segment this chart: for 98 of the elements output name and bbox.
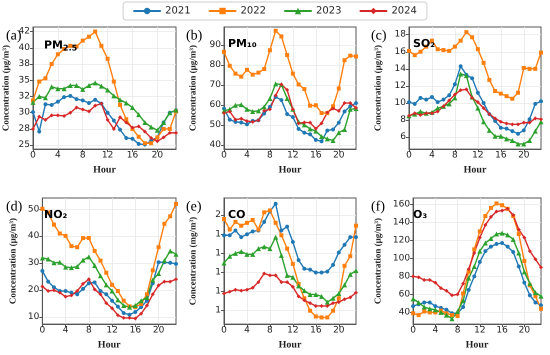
x-tick-label: 0 [221, 326, 228, 336]
y-tick-label: 30 [18, 108, 30, 118]
y-tick-label: 16 [394, 46, 406, 57]
y-axis-title: Concentration (μg/m³) [8, 218, 18, 304]
x-tick-label: 0 [39, 326, 46, 336]
chart-title: (b) [186, 28, 203, 44]
x-tick-label: 16 [495, 150, 507, 161]
x-tick-label: 20 [152, 150, 164, 161]
y-tick-label: 20 [28, 284, 40, 295]
x-axis-title: Hour [466, 340, 489, 350]
x-tick-label: 16 [126, 150, 138, 161]
y-tick-label: 90 [210, 40, 222, 50]
x-tick-label: 0 [30, 150, 36, 161]
x-tick-label: 0 [221, 150, 228, 161]
annotation: CO [228, 208, 246, 221]
x-tick-label: 20 [333, 326, 345, 336]
y-tick-label: 10 [394, 98, 406, 108]
chart-title: (d) [6, 200, 23, 214]
x-tick-label: 4 [62, 326, 69, 336]
x-axis-title: Hour [278, 340, 302, 350]
y-tick-label: 100 [392, 253, 410, 264]
x-tick-label: 12 [106, 326, 118, 336]
y-tick-label: 1 [215, 229, 221, 240]
y-tick-label: 50 [28, 204, 40, 214]
y-tick-label: 10 [28, 312, 40, 322]
x-tick-label: 16 [130, 326, 142, 336]
y-tick-label: 1 [215, 248, 221, 258]
y-tick-label: 14 [394, 64, 406, 74]
x-tick-label: 4 [432, 326, 438, 336]
x-axis-title: Hour [93, 164, 116, 176]
y-tick-label: 70 [210, 80, 222, 90]
y-tick-label: 32 [18, 91, 30, 102]
y-tick-label: 2 [215, 210, 221, 220]
y-tick-label: 1 [215, 268, 221, 278]
chart-title: (f) [371, 200, 386, 214]
y-tick-label: 80 [398, 271, 410, 282]
y-axis-title: Concentration (μg/m³) [0, 45, 10, 132]
x-tick-label: 16 [310, 150, 322, 161]
y-tick-label: 40 [28, 231, 40, 242]
y-tick-label: 80 [210, 60, 222, 70]
x-tick-label: 20 [518, 150, 530, 161]
y-tick-label: 40 [18, 42, 30, 53]
y-axis-title: Concentration (μg/m³) [372, 45, 382, 132]
chart-title: (e) [186, 200, 202, 214]
x-tick-label: 16 [496, 326, 508, 336]
x-tick-label: 8 [452, 150, 458, 161]
y-tick-label: 40 [210, 140, 222, 150]
chart-title: (c) [371, 28, 387, 44]
y-tick-label: 40 [398, 307, 410, 318]
y-tick-label: 50 [210, 120, 222, 130]
x-tick-label: 8 [267, 326, 274, 336]
annotation: PM₁₀ [228, 37, 257, 50]
y-tick-label: 25 [18, 140, 30, 150]
x-axis-title: Hour [278, 164, 302, 176]
x-tick-label: 8 [267, 150, 274, 161]
y-tick-label: 160 [392, 199, 410, 210]
y-tick-label: 1 [215, 306, 221, 316]
legend-label: 2021 [165, 6, 191, 16]
y-tick-label: 140 [392, 217, 410, 228]
x-tick-label: 16 [310, 326, 322, 336]
x-tick-label: 4 [244, 326, 250, 336]
x-tick-label: 8 [80, 150, 86, 161]
x-tick-label: 0 [406, 150, 412, 161]
x-tick-label: 20 [333, 150, 345, 161]
y-tick-label: 60 [210, 100, 222, 110]
y-tick-label: 120 [392, 235, 410, 246]
y-tick-label: 12 [394, 80, 406, 91]
x-axis-title: Hour [464, 164, 487, 176]
y-tick-label: 6 [400, 132, 406, 142]
y-tick-label: 60 [398, 289, 410, 300]
y-axis-title: Concentration (μg/m³) [372, 218, 382, 304]
x-tick-label: 4 [244, 150, 250, 161]
legend-label: 2022 [240, 6, 266, 16]
x-tick-label: 12 [472, 150, 484, 161]
y-tick-label: 35 [18, 75, 30, 86]
x-tick-label: 4 [429, 150, 436, 161]
y-tick-label: 30 [28, 258, 40, 268]
y-axis-title: Concentration (μg/m³) [188, 45, 198, 132]
y-tick-label: 38 [18, 59, 30, 70]
legend-label: 2023 [316, 6, 342, 16]
y-tick-label: 18 [394, 30, 406, 40]
x-tick-label: 12 [287, 150, 299, 161]
y-tick-label: 28 [18, 124, 30, 134]
x-tick-label: 12 [287, 326, 299, 336]
y-axis-title: Concentration (mg/m³) [188, 216, 198, 306]
y-tick-label: 1 [215, 286, 221, 297]
x-tick-label: 4 [55, 150, 61, 161]
x-axis-title: Hour [98, 340, 122, 350]
x-tick-label: 8 [454, 326, 461, 336]
x-tick-label: 20 [518, 326, 530, 336]
x-tick-label: 12 [102, 150, 114, 161]
legend-label: 2024 [391, 6, 417, 16]
x-tick-label: 8 [86, 326, 92, 336]
y-tick-label: 8 [400, 115, 406, 126]
x-tick-label: 12 [474, 326, 486, 336]
x-tick-label: 20 [152, 326, 165, 336]
chart-title: (a) [6, 28, 22, 44]
x-tick-label: 0 [410, 326, 416, 336]
